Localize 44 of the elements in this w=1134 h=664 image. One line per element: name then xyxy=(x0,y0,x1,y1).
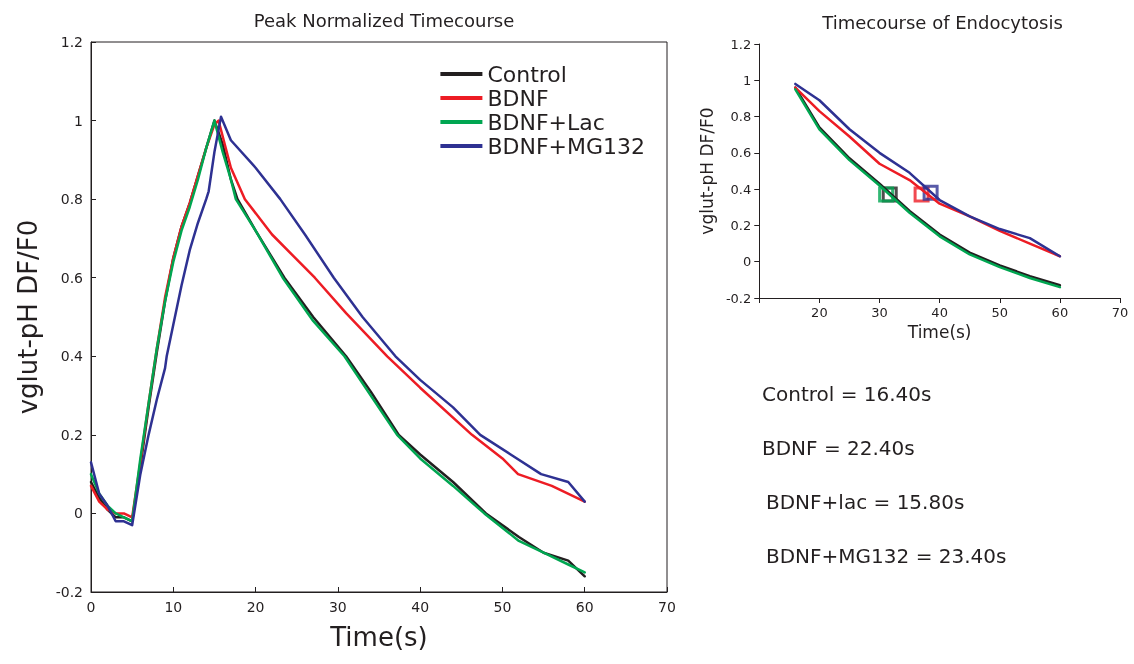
x-tick-label: 60 xyxy=(1051,305,1069,320)
legend-label: BDNF xyxy=(487,85,549,111)
x-tick-label: 10 xyxy=(164,599,183,615)
y-tick-label: 0.4 xyxy=(60,348,84,365)
legend-label: BDNF+MG132 xyxy=(487,133,646,159)
x-tick-label: 70 xyxy=(658,599,676,615)
x-axis-title: Time(s) xyxy=(906,322,972,343)
x-tick-label: 60 xyxy=(575,599,594,615)
y-axis-title: vglut-pH DF/F0 xyxy=(696,107,717,235)
y-axis-title: vglut-pH DF/F0 xyxy=(13,219,43,415)
x-axis-title: Time(s) xyxy=(329,622,428,652)
x-tick-label: 30 xyxy=(871,305,888,320)
x-tick-label: 50 xyxy=(493,599,512,615)
y-tick-label: -0.2 xyxy=(725,290,752,306)
x-tick-label: 30 xyxy=(328,599,347,615)
y-tick-label: 0 xyxy=(74,505,83,522)
y-tick-label: 0.4 xyxy=(730,181,752,197)
y-tick-label: 1.2 xyxy=(60,34,83,50)
y-tick-label: 0.6 xyxy=(60,269,84,286)
y-tick-label: 0 xyxy=(742,254,752,270)
y-tick-label: 0.2 xyxy=(60,426,83,443)
y-tick-label: 1 xyxy=(742,72,752,88)
y-tick-label: 0.6 xyxy=(730,145,752,161)
chart-title: Peak Normalized Timecourse xyxy=(253,9,515,31)
text: BDNF+lac = 15.80s xyxy=(766,490,965,514)
legend-label: BDNF+Lac xyxy=(487,109,605,135)
x-tick-label: 70 xyxy=(1111,305,1129,320)
x-tick-label: 0 xyxy=(86,599,96,615)
y-tick-label: 0.8 xyxy=(60,191,83,208)
y-tick-label: 1 xyxy=(74,112,83,129)
text: BDNF = 22.40s xyxy=(762,436,915,460)
x-tick-label: 20 xyxy=(246,599,265,615)
chart-title: Timecourse of Endocytosis xyxy=(821,11,1063,33)
y-tick-label: 0.2 xyxy=(730,217,752,233)
y-tick-label: 0.8 xyxy=(730,109,752,125)
x-tick-label: 40 xyxy=(931,305,948,320)
y-tick-label: -0.2 xyxy=(55,584,83,600)
legend-label: Control xyxy=(487,61,567,87)
y-tick-label: 1.2 xyxy=(730,36,752,52)
text: Control = 16.40s xyxy=(762,382,932,406)
x-tick-label: 50 xyxy=(991,305,1009,320)
text: BDNF+MG132 = 23.40s xyxy=(766,544,1007,568)
x-tick-label: 20 xyxy=(811,305,828,320)
x-tick-label: 40 xyxy=(411,599,430,615)
